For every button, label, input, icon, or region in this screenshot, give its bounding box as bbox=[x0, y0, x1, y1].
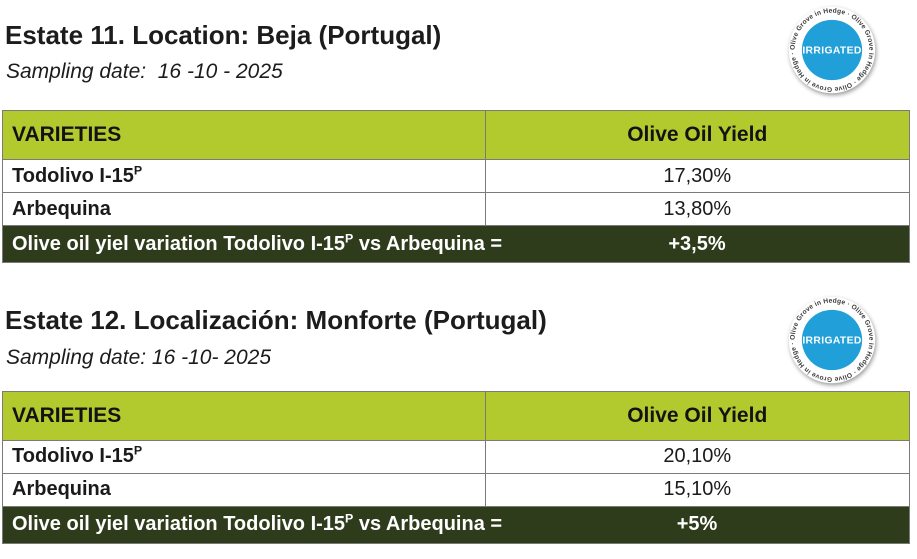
yield-value-cell: 13,80% bbox=[484, 192, 911, 227]
variety-name-cell: Todolivo I-15P bbox=[2, 439, 486, 474]
estate-11-yield-table: VARIETIES Olive Oil Yield Todolivo I-15P… bbox=[2, 110, 911, 264]
badge-center-label: IRRIGATED bbox=[802, 46, 862, 57]
variation-value: +5% bbox=[676, 513, 718, 536]
irrigated-badge: Olive Grove in Hedge · Olive Grove in He… bbox=[787, 295, 877, 385]
table-row-todolivo: Todolivo I-15P 20,10% bbox=[2, 439, 911, 474]
variety-name-cell: Arbequina bbox=[2, 472, 486, 507]
yield-value-cell: 17,30% bbox=[484, 159, 911, 194]
header-row: VARIETIES Olive Oil Yield bbox=[2, 110, 911, 161]
variation-row: Olive oil yiel variation Todolivo I-15P … bbox=[2, 225, 910, 264]
variety-name: Todolivo I-15 bbox=[12, 445, 134, 468]
estate-12-title: Estate 12. Localización: Monforte (Portu… bbox=[5, 305, 547, 336]
variation-label: Olive oil yiel variation Todolivo I-15P … bbox=[12, 231, 503, 255]
estate-11-section: Estate 11. Location: Beja (Portugal) Sam… bbox=[0, 0, 917, 264]
estate-12-yield-table: VARIETIES Olive Oil Yield Todolivo I-15P… bbox=[2, 390, 911, 544]
table-row-arbequina: Arbequina 13,80% bbox=[2, 192, 911, 227]
variety-name: Arbequina bbox=[12, 197, 111, 220]
variety-name-cell: Todolivo I-15P bbox=[2, 159, 486, 194]
table-row-todolivo: Todolivo I-15P 17,30% bbox=[2, 159, 911, 194]
estate-12-sampling-date: Sampling date: 16 -10- 2025 bbox=[6, 345, 272, 369]
irrigated-seal-icon: Olive Grove in Hedge · Olive Grove in He… bbox=[788, 297, 876, 384]
variation-value: +3,5% bbox=[668, 232, 726, 255]
variety-name-cell: Arbequina bbox=[2, 192, 486, 227]
irrigated-badge: Olive Grove in Hedge · Olive Grove in He… bbox=[787, 5, 877, 95]
header-row: VARIETIES Olive Oil Yield bbox=[2, 390, 911, 441]
variety-superscript: P bbox=[133, 443, 143, 458]
table-row-arbequina: Arbequina 15,10% bbox=[2, 472, 911, 507]
estate-11-title: Estate 11. Location: Beja (Portugal) bbox=[5, 20, 442, 50]
varieties-column-header: VARIETIES bbox=[2, 390, 486, 441]
variation-row: Olive oil yiel variation Todolivo I-15P … bbox=[2, 505, 910, 544]
variation-cell: Olive oil yiel variation Todolivo I-15P … bbox=[2, 225, 910, 264]
yield-column-header: Olive Oil Yield bbox=[484, 110, 911, 161]
variety-name: Arbequina bbox=[12, 478, 111, 501]
estate-12-section: Estate 12. Localización: Monforte (Portu… bbox=[0, 263, 917, 544]
irrigated-seal-icon: Olive Grove in Hedge · Olive Grove in He… bbox=[788, 6, 876, 94]
variation-cell: Olive oil yiel variation Todolivo I-15P … bbox=[2, 505, 910, 544]
estate-11-sampling-date: Sampling date: 16 -10 - 2025 bbox=[6, 60, 283, 84]
yield-value-cell: 15,10% bbox=[484, 472, 911, 507]
variation-label: Olive oil yiel variation Todolivo I-15P … bbox=[12, 511, 503, 536]
yield-value-cell: 20,10% bbox=[484, 439, 911, 474]
variety-name: Todolivo I-15 bbox=[12, 164, 134, 187]
yield-column-header: Olive Oil Yield bbox=[484, 390, 911, 441]
badge-center-label: IRRIGATED bbox=[802, 336, 862, 347]
variety-superscript: P bbox=[133, 163, 143, 178]
varieties-column-header: VARIETIES bbox=[2, 110, 486, 161]
